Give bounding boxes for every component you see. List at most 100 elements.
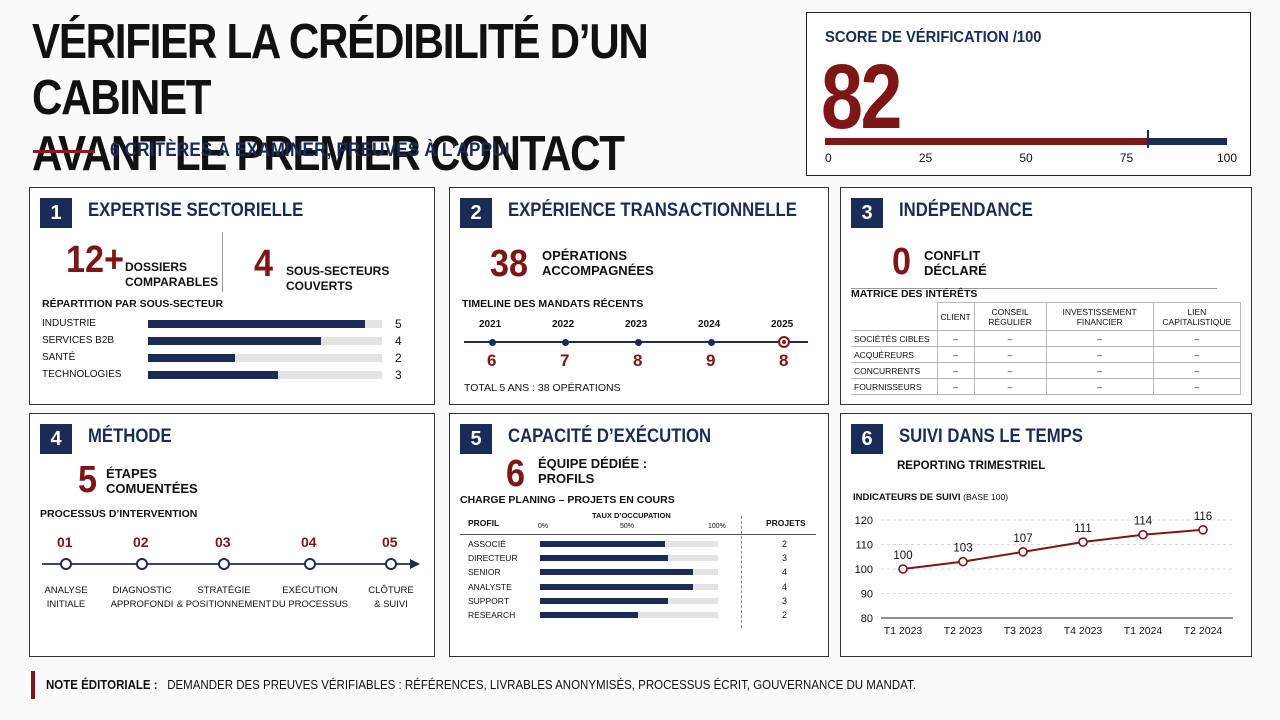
matrix-column-header: CLIENT [936, 302, 975, 331]
step-label: DIAGNOSTIC APPROFONDI [110, 585, 174, 610]
panel-number: 6 [851, 424, 883, 454]
step-number: 02 [133, 534, 149, 550]
matrix-row: FOURNISSEURS – – – – [851, 378, 1242, 395]
occupation-bar [540, 597, 718, 604]
timeline-year: 2022 [552, 319, 575, 330]
timeline-count: 6 [487, 351, 497, 370]
page-subtitle: 6 CRITÈRES À EXAMINER, PREUVES À L’APPUI [110, 140, 510, 161]
occupation-bar [540, 569, 718, 576]
panel-expertise: 1 EXPERTISE SECTORIELLE 12+ DOSSIERS COMP… [29, 187, 435, 405]
step-number: 04 [301, 534, 317, 550]
editorial-note: NOTE ÉDITORIALE : DEMANDER DES PREUVES V… [46, 678, 916, 692]
matrix-column-header: INVESTISSEMENT FINANCIER [1045, 302, 1154, 331]
x-tick-label: T4 2023 [1064, 625, 1103, 637]
occupation-bar [540, 541, 718, 547]
panel-capacite: 5 CAPACITÉ D’EXÉCUTION 6 ÉQUIPE DÉDIÉE :… [449, 413, 829, 657]
panel-number: 5 [460, 424, 492, 454]
step-number: 05 [382, 534, 398, 550]
matrix-cell: – [1045, 330, 1154, 347]
breakdown-title: RÉPARTITION PAR SOUS-SECTEUR [42, 298, 224, 310]
data-label: 103 [953, 543, 972, 555]
scale-label: 50% [620, 523, 635, 530]
matrix-cell: – [936, 362, 975, 379]
profile-label: SENIOR [468, 567, 501, 578]
step-number: 01 [57, 534, 73, 550]
matrix-cell: – [973, 362, 1047, 379]
process-line [42, 559, 420, 569]
x-tick-label: T3 2023 [1004, 625, 1043, 637]
panel-experience: 2 EXPÉRIENCE TRANSACTIONNELLE 38 OPÉRATI… [449, 187, 829, 405]
breakdown-label: INDUSTRIE [42, 318, 96, 329]
matrix-cell: – [973, 346, 1047, 363]
data-point [1198, 524, 1208, 535]
breakdown-bar-fill [148, 320, 365, 328]
matrix-cell: – [1045, 362, 1154, 379]
line-chart: 80 90 100 110 120 100 T1 2023 103 T2 2023 107 T3 2… [855, 511, 1233, 637]
matrix-row-label: CONCURRENTS [851, 362, 938, 379]
breakdown-bar [148, 354, 382, 362]
matrix-cell: – [1152, 362, 1242, 379]
score-bar-marker [1146, 130, 1149, 148]
matrix-cell: – [973, 378, 1047, 395]
breakdown-bar-fill [148, 337, 322, 345]
timeline-dot [707, 338, 715, 346]
breakdown-value: 3 [395, 368, 402, 382]
matrix-cell: – [1045, 378, 1154, 395]
occupation-bar-fill [540, 597, 669, 604]
chart-title: INDICATEURS DE SUIVI (BASE 100) [853, 492, 1009, 503]
interest-matrix: CLIENT CONSEIL RÉGULIER INVESTISSEMENT FIN… [851, 302, 1242, 395]
matrix-row-label: FOURNISSEURS [851, 378, 938, 395]
y-tick-label: 100 [855, 564, 873, 576]
step-number: 03 [215, 534, 231, 550]
col-projects: PROJETS [766, 518, 806, 528]
occupation-bar [540, 555, 718, 562]
data-point [958, 556, 968, 567]
step-node [385, 558, 397, 570]
stat-caption: ÉTAPES COMUENTÉES [106, 466, 198, 496]
occupation-bar [540, 583, 718, 590]
data-point [898, 564, 908, 574]
profile-label: RESEARCH [468, 610, 516, 620]
profile-label: DIRECTEUR [468, 553, 518, 564]
page-title-line-1: VÉRIFIER LA CRÉDIBILITÉ D’UN CABINET [32, 15, 649, 125]
editorial-note-label: NOTE ÉDITORIALE : [46, 678, 158, 692]
profile-label: SUPPORT [468, 595, 509, 606]
step-label: EXÉCUTION DU PROCESSUS [271, 585, 348, 610]
table-title: CHARGE PLANING – PROJETS EN COURS [460, 494, 675, 506]
x-tick-label: T2 2024 [1184, 625, 1223, 637]
matrix-row: CONCURRENTS – – – – [851, 362, 1242, 379]
matrix-cell: – [1152, 330, 1242, 347]
matrix-cell: – [1045, 346, 1154, 363]
score-tick: 25 [918, 151, 933, 165]
timeline-count: 8 [779, 351, 789, 370]
panel-title: MÉTHODE [88, 426, 172, 447]
timeline-count: 9 [706, 351, 716, 370]
panel-title: INDÉPENDANCE [899, 200, 1033, 221]
score-value: 82 [821, 46, 902, 148]
column-divider [741, 516, 742, 628]
panel-methode: 4 MÉTHODE 5 ÉTAPES COMUENTÉES PROCESSUS D… [29, 413, 435, 657]
score-tick: 50 [1019, 151, 1033, 165]
data-label: 116 [1194, 511, 1212, 523]
panel-number: 3 [851, 198, 883, 228]
stat-value: 0 [892, 241, 912, 283]
matrix-cell: – [1152, 346, 1242, 363]
occupation-bar-fill [540, 612, 638, 618]
occupation-bar-fill [540, 569, 694, 576]
stat-caption: ÉQUIPE DÉDIÉE : PROFILS [538, 456, 648, 486]
scale-label: 0% [538, 523, 549, 530]
editorial-note-text: DEMANDER DES PREUVES VÉRIFIABLES : RÉFÉR… [167, 678, 916, 692]
occupation-bar [540, 612, 718, 618]
matrix-row-label: ACQUÉREURS [851, 346, 938, 363]
stat-caption: SOUS-SECTEURS COUVERTS [286, 264, 390, 293]
step-label: ANALYSE INITIALE [44, 585, 88, 610]
score-bar [825, 130, 1227, 148]
stat-caption: CONFLIT DÉCLARÉ [924, 248, 987, 278]
stat-caption: OPÉRATIONS ACCOMPAGNÉES [542, 248, 654, 278]
timeline-dot [488, 338, 496, 346]
breakdown-label: SANTÉ [42, 352, 76, 363]
timeline-dot [634, 338, 642, 346]
panel-suivi: 6 SUIVI DANS LE TEMPS REPORTING TRIMESTR… [840, 413, 1252, 657]
score-bar-fill [825, 138, 1147, 145]
occupation-bar-fill [540, 555, 669, 562]
